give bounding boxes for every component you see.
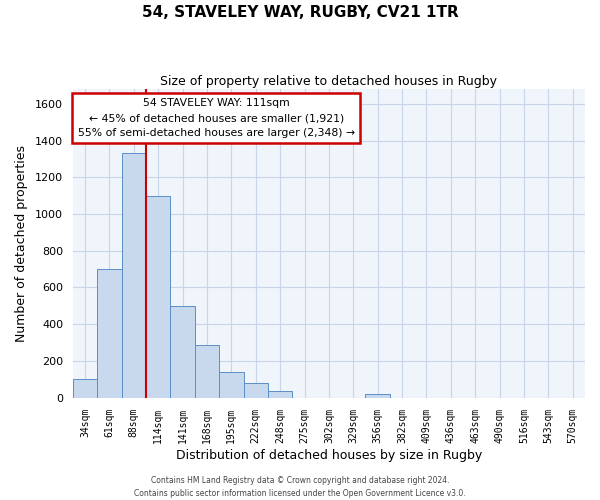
Text: 54, STAVELEY WAY, RUGBY, CV21 1TR: 54, STAVELEY WAY, RUGBY, CV21 1TR — [142, 5, 458, 20]
Bar — [268, 391, 292, 398]
Bar — [170, 306, 195, 398]
Bar — [219, 372, 244, 398]
Title: Size of property relative to detached houses in Rugby: Size of property relative to detached ho… — [160, 75, 497, 88]
Bar — [244, 383, 268, 398]
Bar — [195, 346, 219, 398]
Bar — [146, 196, 170, 398]
Text: Contains HM Land Registry data © Crown copyright and database right 2024.
Contai: Contains HM Land Registry data © Crown c… — [134, 476, 466, 498]
Bar — [73, 379, 97, 398]
Bar — [97, 269, 122, 398]
Text: 54 STAVELEY WAY: 111sqm
← 45% of detached houses are smaller (1,921)
55% of semi: 54 STAVELEY WAY: 111sqm ← 45% of detache… — [77, 98, 355, 138]
X-axis label: Distribution of detached houses by size in Rugby: Distribution of detached houses by size … — [176, 450, 482, 462]
Bar — [122, 154, 146, 398]
Y-axis label: Number of detached properties: Number of detached properties — [15, 145, 28, 342]
Bar — [365, 394, 390, 398]
